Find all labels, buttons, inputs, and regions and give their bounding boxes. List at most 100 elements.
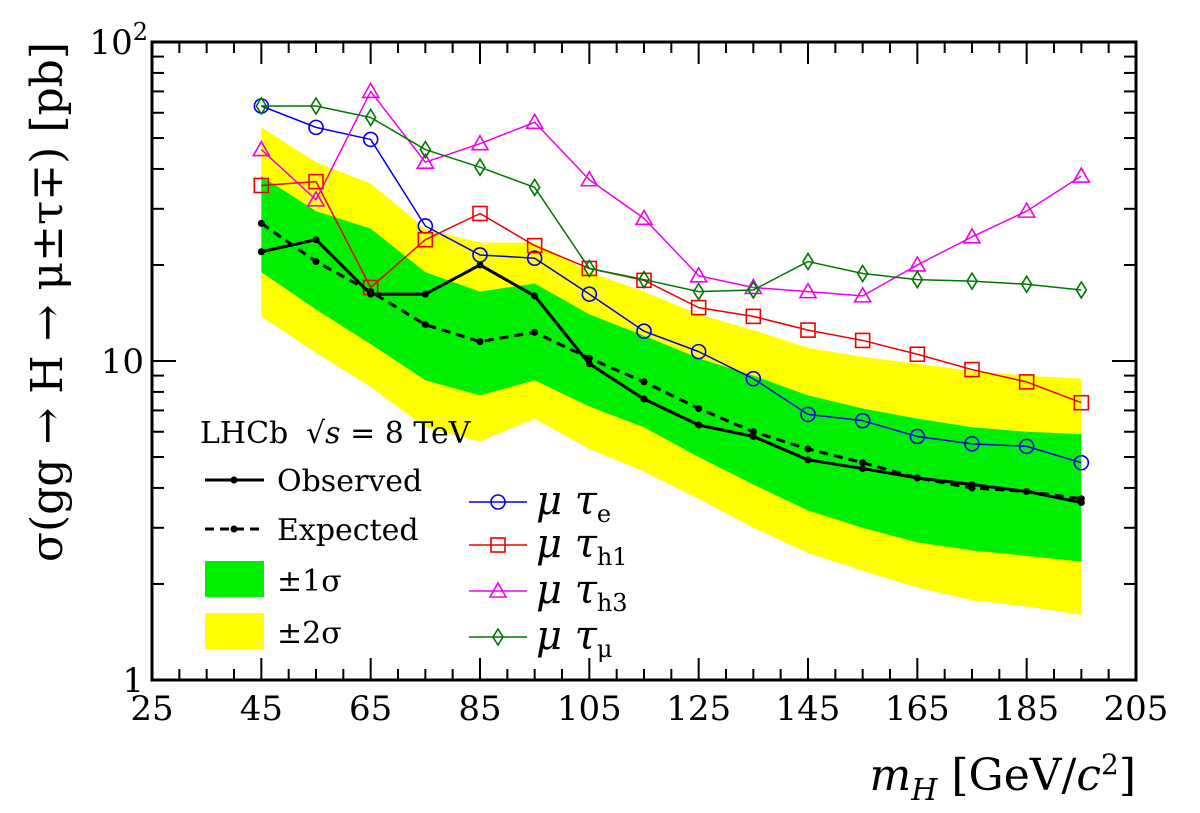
data-point [419, 140, 432, 160]
data-point [695, 404, 703, 412]
x-axis-title: mH [GeV/c2] [869, 748, 1136, 808]
data-point [690, 343, 707, 360]
data-point [1073, 454, 1090, 471]
legend-marker [488, 581, 508, 598]
legend-label: μ τμ [536, 613, 612, 663]
series-layer [251, 81, 1091, 507]
data-point [1073, 394, 1090, 411]
series-line [261, 105, 1082, 293]
legend-marker [230, 525, 238, 533]
legend-item: ±1σ [205, 561, 342, 599]
data-point [638, 270, 650, 290]
data-point [472, 205, 488, 222]
series-5 [255, 96, 1088, 302]
data-point [966, 271, 978, 291]
data-point [962, 227, 982, 244]
energy-label: √s = 8 TeV [306, 416, 472, 451]
data-point [689, 266, 709, 283]
data-point [636, 323, 652, 339]
series-line [260, 222, 1082, 501]
data-point [692, 282, 705, 302]
data-point [470, 134, 490, 151]
axis-ticks: 25 45 65 85 105 125 145 165 185 205 1 10 102 [89, 18, 1168, 729]
legend-swatch [205, 561, 264, 597]
data-point [749, 432, 757, 440]
data-point [415, 152, 435, 169]
data-point [531, 292, 539, 300]
data-point [308, 173, 324, 190]
data-point [1075, 280, 1088, 300]
data-point [968, 481, 976, 489]
data-point [798, 282, 818, 299]
x-tick-label: 145 [776, 689, 841, 729]
x-tick-label: 105 [557, 689, 622, 729]
series-line [261, 105, 1082, 464]
data-point [583, 258, 596, 278]
data-point [364, 107, 377, 127]
data-point [745, 308, 762, 325]
data-point [312, 258, 320, 266]
data-point [1017, 201, 1037, 218]
legend-item: Observed [205, 464, 422, 499]
data-point [853, 286, 873, 303]
data-point [526, 250, 543, 267]
data-point [255, 96, 268, 116]
data-point [1018, 374, 1035, 390]
legend-label: μ τe [536, 478, 611, 528]
data-point [913, 474, 921, 482]
data-point [745, 370, 762, 387]
series-line [261, 238, 1082, 505]
data-point [251, 139, 271, 157]
legend-marker [230, 476, 238, 484]
band-1sigma [261, 176, 1082, 562]
y-axis-title: σ(gg → H → μ±τ∓) [pb] [22, 42, 73, 562]
x-tick-label: 205 [1104, 689, 1169, 729]
data-point [802, 252, 814, 272]
data-point [362, 131, 379, 148]
data-point [474, 157, 486, 177]
data-point [1020, 274, 1033, 294]
x-tick-label: 25 [130, 689, 173, 729]
legend-marker [490, 537, 506, 553]
data-point [528, 177, 541, 197]
data-point [417, 231, 434, 248]
data-point [526, 237, 543, 254]
data-point [579, 170, 599, 187]
series-line [261, 180, 1082, 404]
legend-label: ±2σ [277, 616, 342, 651]
data-point [310, 96, 322, 116]
data-point [859, 459, 867, 467]
x-tick-label: 85 [458, 689, 501, 729]
y-tick-label: 1 [122, 661, 144, 701]
data-point [306, 190, 326, 207]
y-tick-label: 102 [89, 18, 148, 63]
legend-label: μ τh3 [536, 567, 628, 617]
data-point [856, 264, 869, 284]
data-point [634, 208, 654, 226]
data-point [525, 112, 545, 130]
data-point [257, 248, 265, 256]
data-point [909, 428, 926, 445]
data-point [476, 261, 484, 269]
data-point [911, 270, 924, 290]
data-point [1018, 438, 1035, 455]
x-tick-label: 125 [666, 689, 731, 729]
data-point [367, 290, 375, 298]
data-point [581, 286, 598, 302]
legend-marker [492, 627, 504, 647]
x-tick-label: 185 [994, 689, 1059, 729]
data-point [747, 280, 760, 300]
legend-item: μ τe [469, 478, 611, 528]
data-point [854, 412, 871, 429]
data-point [800, 322, 816, 338]
legend-label: Observed [277, 464, 422, 499]
data-point [909, 346, 926, 363]
data-point [854, 332, 871, 349]
x-tick-label: 165 [885, 689, 950, 729]
data-point [964, 436, 980, 452]
data-point [800, 406, 816, 423]
data-point [859, 465, 867, 473]
experiment-label: LHCb [200, 416, 288, 451]
data-point [1071, 166, 1091, 183]
